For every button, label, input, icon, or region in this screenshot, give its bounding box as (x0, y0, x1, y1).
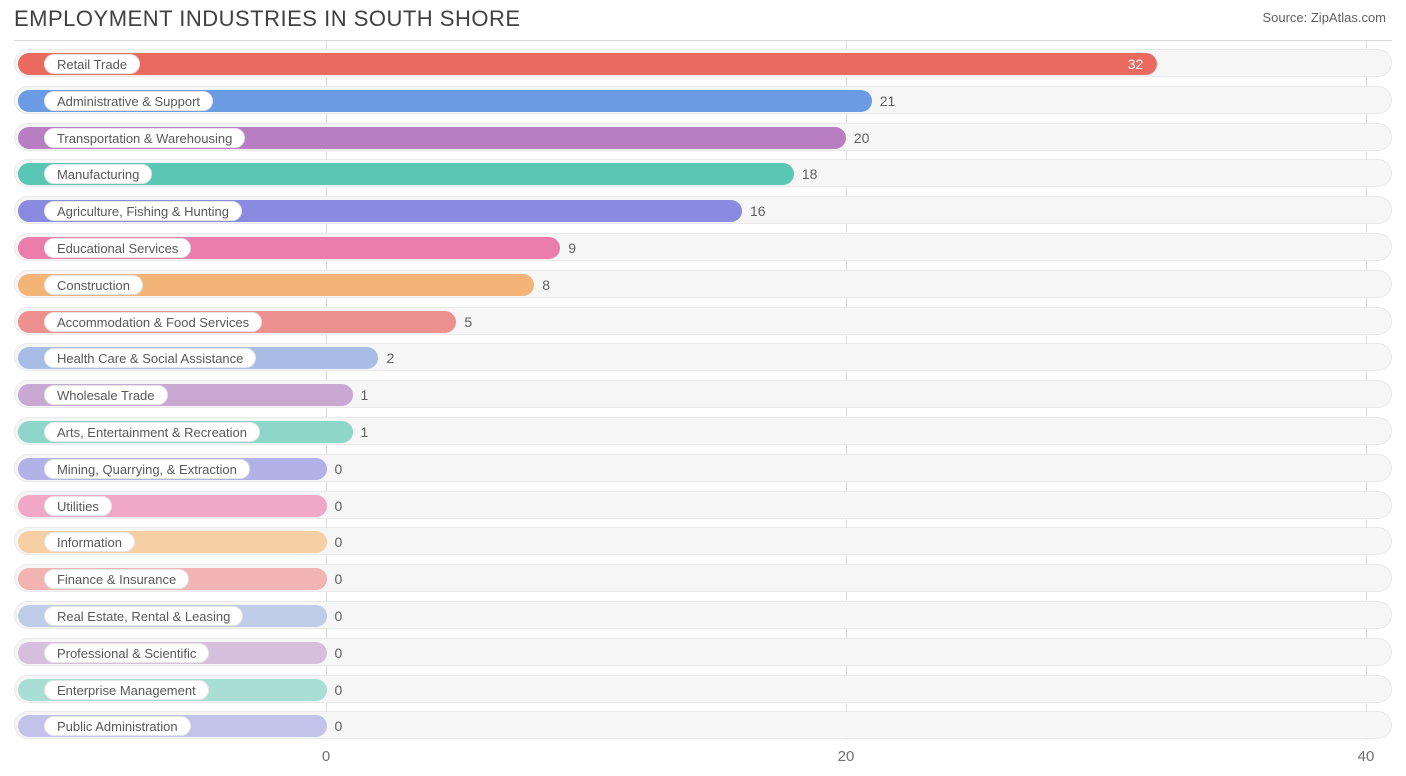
bar-value: 0 (327, 602, 343, 630)
bar-label: Mining, Quarrying, & Extraction (44, 459, 250, 479)
bar-label: Retail Trade (44, 54, 140, 74)
x-axis-tick: 20 (838, 748, 855, 765)
bar-track: Manufacturing 18 (14, 159, 1392, 187)
bar-track: Wholesale Trade 1 (14, 380, 1392, 408)
bar-value: 21 (872, 87, 896, 115)
bar-value: 0 (327, 455, 343, 483)
bar-label: Transportation & Warehousing (44, 128, 245, 148)
chart-source: Source: ZipAtlas.com (1262, 10, 1386, 25)
bar-track: Real Estate, Rental & Leasing 0 (14, 601, 1392, 629)
bar-label: Wholesale Trade (44, 385, 168, 405)
bar-track: Transportation & Warehousing 20 (14, 123, 1392, 151)
bar-value: 18 (794, 160, 818, 188)
bar-track: Agriculture, Fishing & Hunting 16 (14, 196, 1392, 224)
bar-track: Utilities 0 (14, 491, 1392, 519)
bar-label: Public Administration (44, 716, 191, 736)
bar-track: Finance & Insurance 0 (14, 564, 1392, 592)
bar-value: 0 (327, 492, 343, 520)
x-axis-labels: 0 20 40 (14, 748, 1392, 768)
bar-label: Administrative & Support (44, 91, 213, 111)
bar-label: Construction (44, 275, 143, 295)
x-axis-tick: 0 (322, 748, 330, 765)
bar-value: 0 (327, 565, 343, 593)
bar-value: 32 (1128, 50, 1158, 78)
bar-value: 0 (327, 712, 343, 740)
bar-label: Enterprise Management (44, 680, 209, 700)
bar-track: Retail Trade 32 (14, 49, 1392, 77)
bar (18, 53, 1157, 75)
bar-track: Mining, Quarrying, & Extraction 0 (14, 454, 1392, 482)
bar-label: Utilities (44, 496, 112, 516)
x-axis-tick: 40 (1358, 748, 1375, 765)
bar-track: Construction 8 (14, 270, 1392, 298)
bar-track: Professional & Scientific 0 (14, 638, 1392, 666)
bar-value: 16 (742, 197, 766, 225)
bar-track: Health Care & Social Assistance 2 (14, 343, 1392, 371)
chart-title: EMPLOYMENT INDUSTRIES IN SOUTH SHORE (14, 6, 521, 32)
bar-value: 1 (353, 381, 369, 409)
bar-track: Accommodation & Food Services 5 (14, 307, 1392, 335)
bar-label: Arts, Entertainment & Recreation (44, 422, 260, 442)
bar-label: Accommodation & Food Services (44, 312, 262, 332)
bar-value: 0 (327, 528, 343, 556)
bar-value: 8 (534, 271, 550, 299)
bar-label: Information (44, 532, 135, 552)
bar-value: 9 (560, 234, 576, 262)
bar-value: 0 (327, 676, 343, 704)
bar-value: 5 (456, 308, 472, 336)
bar-value: 1 (353, 418, 369, 446)
bar-track: Public Administration 0 (14, 711, 1392, 739)
bar-label: Real Estate, Rental & Leasing (44, 606, 243, 626)
bar-track: Arts, Entertainment & Recreation 1 (14, 417, 1392, 445)
bar-value: 0 (327, 639, 343, 667)
chart-area: Retail Trade32Administrative & Support21… (14, 40, 1392, 740)
bar-track: Information 0 (14, 527, 1392, 555)
bar-label: Educational Services (44, 238, 191, 258)
bar-track: Educational Services 9 (14, 233, 1392, 261)
bar-label: Professional & Scientific (44, 643, 209, 663)
bar-track: Administrative & Support 21 (14, 86, 1392, 114)
bar-track: Enterprise Management 0 (14, 675, 1392, 703)
bar-value: 20 (846, 124, 870, 152)
bar-label: Manufacturing (44, 164, 152, 184)
bar-label: Agriculture, Fishing & Hunting (44, 201, 242, 221)
bar-value: 2 (378, 344, 394, 372)
bar-label: Health Care & Social Assistance (44, 348, 256, 368)
bar-label: Finance & Insurance (44, 569, 189, 589)
